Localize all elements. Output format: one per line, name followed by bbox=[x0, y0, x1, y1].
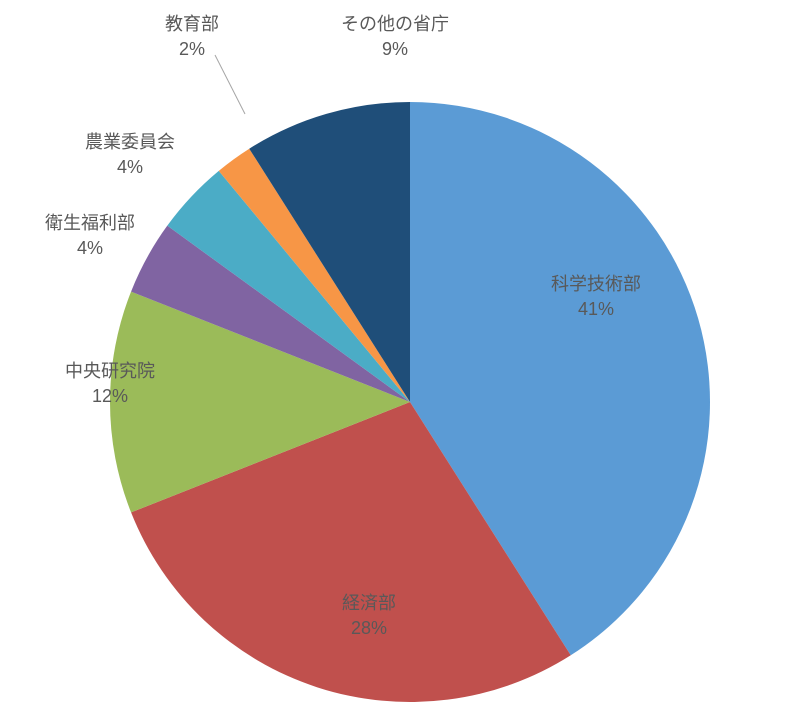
slice-percent-label: 12% bbox=[92, 386, 128, 406]
slice-percent-label: 2% bbox=[179, 39, 205, 59]
slice-name-label: 中央研究院 bbox=[65, 361, 155, 381]
slice-name-label: その他の省庁 bbox=[341, 14, 449, 34]
slice-name-label: 経済部 bbox=[342, 593, 396, 613]
slice-name-label: 衛生福利部 bbox=[45, 213, 135, 233]
slice-name-label: 教育部 bbox=[165, 14, 219, 34]
slice-percent-label: 28% bbox=[351, 618, 387, 638]
leader-line bbox=[215, 55, 245, 114]
slice-name-label: 農業委員会 bbox=[85, 132, 175, 152]
slice-percent-label: 9% bbox=[382, 39, 408, 59]
slice-name-label: 科学技術部 bbox=[551, 274, 641, 294]
slice-percent-label: 4% bbox=[117, 157, 143, 177]
slice-percent-label: 41% bbox=[578, 299, 614, 319]
slice-percent-label: 4% bbox=[77, 238, 103, 258]
pie-chart: 科学技術部 41% 経済部 28% 中央研究院 12% 衛生福利部 4% 農業委員会 4% 教育部 2… bbox=[0, 0, 800, 726]
